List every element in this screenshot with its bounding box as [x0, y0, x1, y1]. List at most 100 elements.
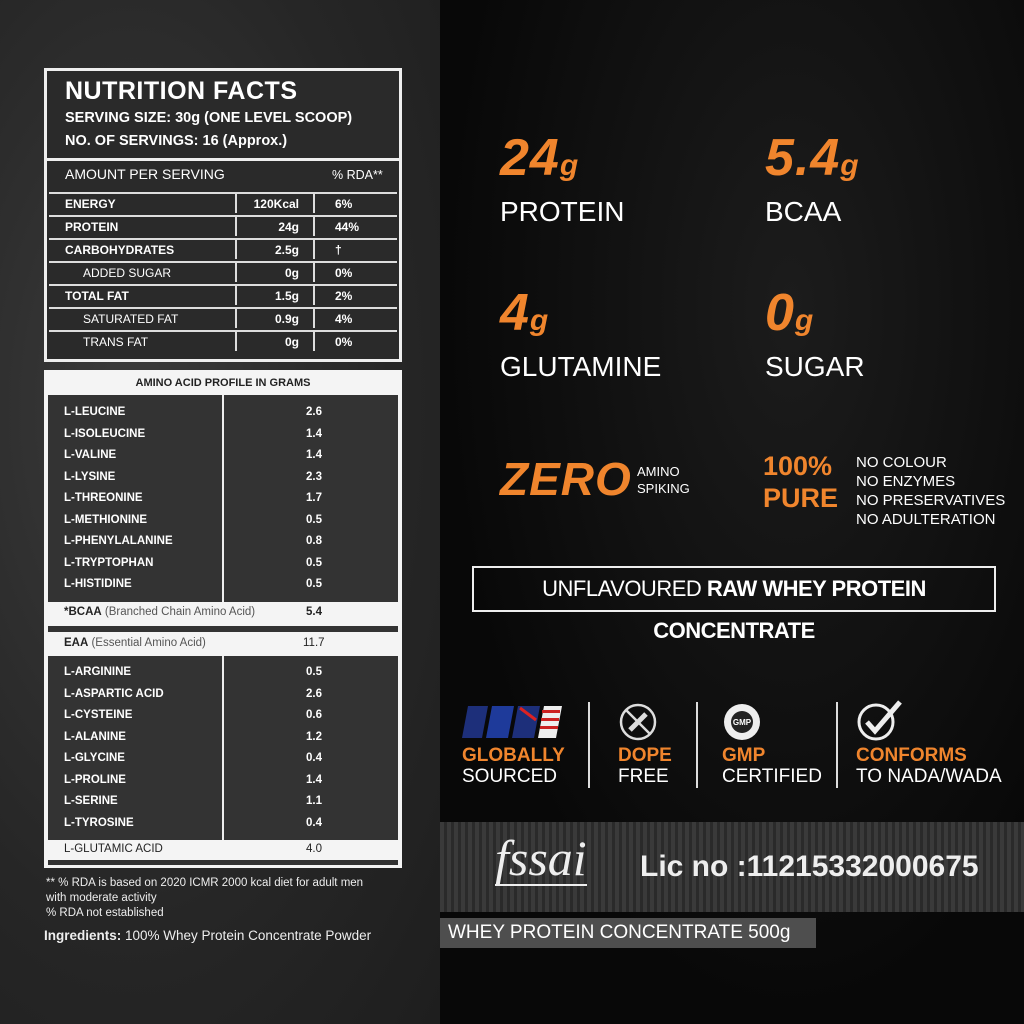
nutrient-value: 1.5g [274, 289, 299, 303]
divider [48, 626, 398, 632]
amino-value: 1.4 [306, 427, 322, 440]
highlight-value: 5.4g [765, 129, 860, 187]
check-circle-icon [856, 698, 906, 747]
divider [836, 702, 838, 788]
nutrient-rda: 2% [335, 289, 353, 303]
footnote: ** % RDA is based on 2020 ICMR 2000 kcal… [46, 877, 364, 889]
amino-name: L-THREONINE [64, 492, 143, 504]
nutrition-panel: NUTRITION FACTS SERVING SIZE: 30g (ONE L… [0, 0, 440, 1024]
divider [588, 702, 590, 788]
nutrient-rda: 0% [335, 335, 353, 349]
nutrition-row: TOTAL FAT 1.5g 2% [49, 284, 397, 305]
nutrient-value: 24g [278, 220, 299, 234]
essential-block [48, 395, 398, 602]
gmp-seal-icon: GMP [722, 702, 762, 747]
highlight-value: 0g [765, 284, 815, 342]
divider [47, 158, 399, 161]
footnote: with moderate activity [46, 892, 157, 904]
product-banner: UNFLAVOURED RAW WHEY PROTEIN CONCENTRATE [472, 566, 996, 643]
amino-value: 1.7 [306, 492, 322, 504]
nutrition-facts-box: NUTRITION FACTS SERVING SIZE: 30g (ONE L… [44, 68, 402, 362]
eaa-value: 11.7 [303, 637, 325, 649]
pure-label: 100% PURE [763, 451, 839, 513]
highlight-value: 4g [500, 284, 550, 342]
nutrient-rda: † [335, 243, 342, 257]
amino-value: 2.6 [306, 687, 322, 700]
divider [48, 860, 398, 865]
highlight-label: BCAA [765, 196, 842, 227]
nutrient-rda: 6% [335, 197, 353, 211]
nutrient-rda: 44% [335, 220, 360, 234]
highlight-label: GLUTAMINE [500, 351, 662, 382]
amino-name: L-PHENYLALANINE [64, 535, 173, 547]
amino-name: L-TYROSINE [64, 816, 134, 829]
product-tag: WHEY PROTEIN CONCENTRATE 500g [440, 918, 816, 948]
nutrient-name: PROTEIN [65, 220, 119, 234]
nutrient-rda: 4% [335, 312, 353, 326]
amino-name: L-LYSINE [64, 470, 116, 483]
ingredients: Ingredients: 100% Whey Protein Concentra… [44, 928, 372, 943]
amino-value: 0.5 [306, 513, 322, 526]
amino-name: L-TRYPTOPHAN [64, 556, 154, 569]
amino-name: L-HISTIDINE [64, 578, 132, 590]
glutamic-name: L-GLUTAMIC ACID [64, 843, 163, 855]
nutrition-row: ADDED SUGAR 0g 0% [49, 261, 397, 282]
amino-name: L-SERINE [64, 795, 118, 807]
nutrient-name: CARBOHYDRATES [65, 243, 175, 257]
pure-list: NO COLOUR NO ENZYMES NO PRESERVATIVES NO AD… [856, 454, 1006, 528]
nutrition-row: TRANS FAT 0g 0% [49, 330, 397, 351]
badge-label: DOPE FREE [618, 745, 672, 787]
nutrition-title: NUTRITION FACTS [65, 77, 298, 105]
amino-name: L-LEUCINE [64, 406, 126, 418]
bcaa-value: 5.4 [306, 606, 322, 618]
amino-name: L-ALANINE [64, 730, 126, 743]
amino-name: L-ISOLEUCINE [64, 427, 146, 440]
amino-value: 0.4 [306, 816, 322, 829]
flags-icon [462, 706, 562, 743]
amino-name: L-GLYCINE [64, 752, 125, 764]
license-number: Lic no :11215332000675 [640, 850, 979, 883]
nutrient-value: 0g [284, 266, 299, 280]
amino-name: L-VALINE [64, 449, 117, 461]
nutrition-row: ENERGY 120Kcal 6% [49, 192, 397, 213]
amino-value: 0.8 [306, 535, 322, 547]
nutrient-name: TOTAL FAT [65, 289, 129, 303]
highlight-label: PROTEIN [500, 196, 625, 227]
fssai-strip: fssai Lic no :11215332000675 [440, 822, 1024, 912]
amino-name: L-PROLINE [64, 773, 126, 786]
no-syringe-icon [618, 702, 658, 747]
highlight-value: 24g [500, 129, 580, 187]
rda-header: % RDA** [332, 168, 383, 182]
highlight-label: SUGAR [765, 351, 865, 382]
amount-header: AMOUNT PER SERVING [65, 166, 225, 182]
amino-value: 0.6 [306, 709, 322, 721]
amino-title: AMINO ACID PROFILE IN GRAMS [135, 377, 311, 389]
nutrient-rda: 0% [335, 266, 353, 280]
bcaa-row: *BCAA (Branched Chain Amino Acid) [64, 606, 256, 618]
amino-value: 1.4 [306, 449, 322, 461]
amino-value: 1.2 [306, 730, 322, 743]
nutrient-value: 0g [284, 335, 299, 349]
nutrient-name: SATURATED FAT [83, 312, 179, 326]
badge-label: GMP CERTIFIED [722, 745, 822, 787]
amino-value: 2.3 [306, 470, 322, 483]
amino-spiking: AMINO SPIKING [637, 464, 690, 496]
nutrient-name: ENERGY [65, 197, 116, 211]
footnote: % RDA not established [46, 907, 164, 919]
amino-value: 0.5 [306, 578, 322, 590]
amino-value: 1.1 [306, 795, 322, 807]
amino-name: L-METHIONINE [64, 513, 148, 526]
nutrition-row: PROTEIN 24g 44% [49, 215, 397, 236]
amino-name: L-CYSTEINE [64, 709, 133, 721]
amino-value: 0.5 [306, 556, 322, 569]
amino-value: 0.4 [306, 752, 322, 764]
nutrition-row: SATURATED FAT 0.9g 4% [49, 307, 397, 328]
amino-acid-box: AMINO ACID PROFILE IN GRAMS L-LEUCINE 2.6… [44, 370, 402, 868]
serving-size: SERVING SIZE: 30g (ONE LEVEL SCOOP) [65, 110, 353, 126]
amino-value: 0.5 [306, 666, 322, 678]
nutrient-value: 2.5g [274, 243, 299, 257]
nutrient-name: ADDED SUGAR [83, 266, 172, 280]
badge-label: CONFORMS TO NADA/WADA [856, 745, 1002, 787]
amino-value: 2.6 [306, 406, 322, 418]
nutrition-row: CARBOHYDRATES 2.5g † [49, 238, 397, 259]
